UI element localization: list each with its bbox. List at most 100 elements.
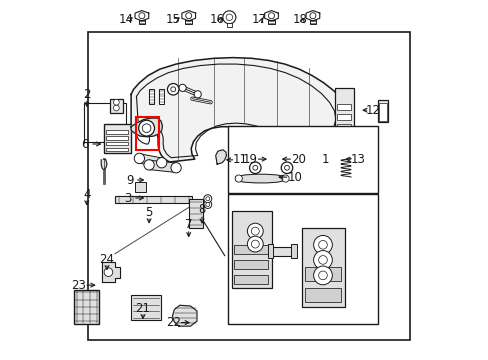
Text: 2: 2 (83, 88, 90, 101)
Circle shape (268, 13, 274, 19)
Circle shape (203, 195, 211, 203)
Text: 7: 7 (184, 218, 192, 231)
Circle shape (113, 105, 119, 111)
Bar (291, 244, 296, 258)
Bar (228, 126, 377, 193)
Circle shape (167, 84, 179, 95)
Bar (115, 196, 192, 203)
Bar (159, 89, 164, 104)
Text: 15: 15 (165, 13, 180, 26)
Text: 1: 1 (322, 153, 329, 166)
Circle shape (171, 163, 181, 173)
Circle shape (142, 124, 151, 132)
Text: 16: 16 (209, 13, 224, 26)
Bar (336, 124, 351, 130)
Circle shape (252, 165, 257, 170)
Circle shape (318, 240, 326, 249)
Bar (105, 130, 127, 134)
Bar (302, 228, 345, 307)
Circle shape (113, 99, 119, 105)
Bar (109, 99, 123, 113)
Circle shape (139, 120, 154, 136)
Circle shape (247, 223, 263, 239)
Polygon shape (148, 160, 176, 172)
Bar (84, 103, 125, 142)
Circle shape (313, 251, 332, 269)
Circle shape (179, 84, 186, 91)
Circle shape (170, 87, 175, 92)
Text: 21: 21 (135, 302, 150, 315)
Text: 8: 8 (198, 203, 205, 216)
Bar (267, 244, 273, 258)
Bar (88, 32, 409, 340)
Text: 20: 20 (290, 153, 305, 166)
Circle shape (203, 201, 211, 208)
Bar (228, 194, 377, 324)
Circle shape (281, 162, 292, 174)
Text: 3: 3 (123, 192, 131, 204)
Text: 24: 24 (99, 253, 114, 266)
Circle shape (309, 13, 315, 19)
Polygon shape (131, 58, 349, 162)
Text: 10: 10 (287, 171, 302, 184)
Text: 6: 6 (81, 138, 88, 150)
Text: 14: 14 (118, 13, 133, 26)
Polygon shape (131, 118, 162, 137)
Circle shape (225, 14, 232, 21)
Bar (134, 182, 146, 192)
Bar (336, 114, 351, 120)
Bar (188, 199, 203, 228)
Bar (105, 148, 127, 151)
Bar (73, 290, 99, 324)
Bar (131, 295, 160, 320)
Text: 11: 11 (232, 153, 247, 166)
Circle shape (313, 266, 332, 285)
Text: 13: 13 (350, 153, 365, 166)
Bar (226, 23, 231, 27)
Text: 23: 23 (71, 279, 86, 292)
Text: 19: 19 (242, 153, 257, 166)
Circle shape (318, 256, 326, 264)
Bar (136, 117, 159, 150)
Polygon shape (305, 10, 319, 21)
Bar (234, 260, 268, 269)
Text: 18: 18 (292, 13, 307, 26)
Text: 12: 12 (365, 104, 380, 117)
Bar (377, 100, 387, 122)
Bar (185, 20, 192, 24)
Bar (231, 211, 271, 288)
Bar (309, 20, 316, 24)
Bar (234, 275, 268, 284)
Circle shape (313, 235, 332, 254)
Text: 9: 9 (126, 174, 134, 186)
Polygon shape (182, 10, 195, 21)
Polygon shape (235, 174, 287, 183)
Circle shape (139, 13, 144, 19)
Bar (336, 104, 351, 110)
Circle shape (143, 160, 154, 170)
Bar (378, 103, 386, 121)
Text: 4: 4 (83, 188, 90, 201)
Bar (104, 124, 131, 153)
Text: 22: 22 (165, 316, 181, 329)
Circle shape (205, 202, 209, 207)
Circle shape (205, 197, 209, 201)
Polygon shape (138, 154, 162, 167)
Polygon shape (264, 10, 278, 21)
Bar (138, 20, 145, 24)
Circle shape (284, 165, 289, 170)
Bar (335, 88, 353, 133)
Polygon shape (172, 305, 197, 326)
Bar (305, 288, 340, 302)
Bar (149, 89, 154, 104)
Bar (267, 20, 274, 24)
Circle shape (223, 11, 235, 24)
Circle shape (318, 271, 326, 280)
Bar (105, 142, 127, 145)
Bar (234, 245, 268, 254)
Text: 17: 17 (251, 13, 266, 26)
Polygon shape (102, 262, 120, 282)
Circle shape (251, 227, 259, 235)
Circle shape (235, 175, 242, 182)
Circle shape (156, 158, 166, 168)
